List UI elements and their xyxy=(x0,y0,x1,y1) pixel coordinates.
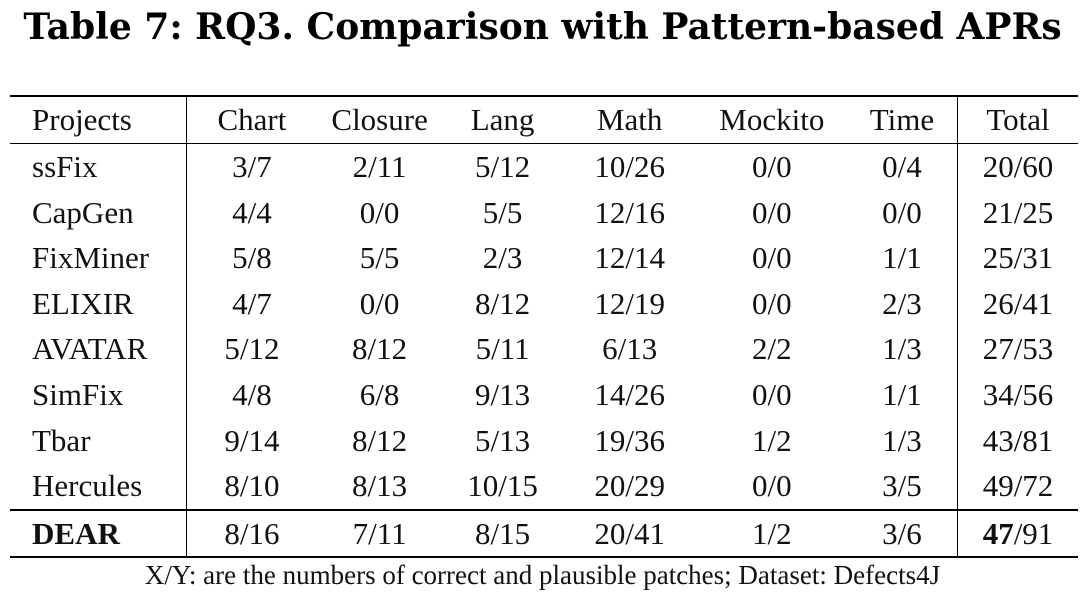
header-math: Math xyxy=(562,95,697,144)
cell-lang: 5/13 xyxy=(475,422,531,458)
cell-time: 2/3 xyxy=(846,280,959,327)
cell-math: 12/16 xyxy=(594,194,665,230)
cell-chart: 4/4 xyxy=(232,194,272,230)
cell-project: CapGen xyxy=(10,189,188,236)
cell-mockito: 0/0 xyxy=(751,194,792,230)
cell-lang: 8/12 xyxy=(475,285,531,321)
cell-total: 49/72 xyxy=(982,468,1054,504)
cell-chart: 4/8 xyxy=(232,376,272,412)
cell-closure: 7/11 xyxy=(316,508,443,559)
cell-total: 26/41 xyxy=(982,285,1054,321)
cell-mockito: 1/2 xyxy=(696,508,847,559)
cell-math: 19/36 xyxy=(594,422,665,458)
cell-total: 27/53 xyxy=(982,331,1054,367)
comparison-table: Projects Chart Closure Lang Math Mockito… xyxy=(10,95,1078,559)
cell-project: AVATAR xyxy=(10,326,188,372)
cell-time: 1/3 xyxy=(846,326,959,372)
cell-lang: 2/3 xyxy=(482,240,523,276)
cell-total: 43/81 xyxy=(982,422,1054,458)
table-row: SimFix 4/8 6/8 9/13 14/26 0/0 1/1 34/56 xyxy=(10,371,1078,418)
table-row: ssFix 3/7 2/11 5/12 10/26 0/0 0/4 20/60 xyxy=(10,143,1078,190)
cell-mockito: 2/2 xyxy=(751,331,792,367)
cell-chart: 3/7 xyxy=(232,149,272,184)
cell-math: 12/19 xyxy=(594,285,665,321)
cell-chart: 8/16 xyxy=(186,508,317,559)
cell-lang: 5/5 xyxy=(482,194,523,230)
table-title: Table 7: RQ3. Comparison with Pattern-ba… xyxy=(23,6,1062,48)
header-row: Projects Chart Closure Lang Math Mockito… xyxy=(10,95,1078,144)
cell-time: 0/4 xyxy=(846,143,959,190)
cell-total-correct: 47 xyxy=(982,515,1014,551)
cell-total: 20/60 xyxy=(982,149,1054,184)
cell-mockito: 0/0 xyxy=(751,149,792,184)
cell-project: FixMiner xyxy=(10,235,188,281)
cell-lang: 5/12 xyxy=(475,149,531,184)
cell-closure: 6/8 xyxy=(359,376,400,412)
header-projects: Projects xyxy=(10,95,188,144)
cell-time: 1/3 xyxy=(846,417,959,464)
cell-closure: 8/12 xyxy=(352,331,408,367)
header-mockito: Mockito xyxy=(696,95,847,144)
cell-time: 3/5 xyxy=(846,463,959,510)
header-total: Total xyxy=(957,95,1078,144)
cell-total: 47/91 xyxy=(957,508,1078,559)
cell-mockito: 1/2 xyxy=(751,422,792,458)
cell-closure: 5/5 xyxy=(359,240,400,276)
cell-project: Hercules xyxy=(10,463,188,510)
table-row: FixMiner 5/8 5/5 2/3 12/14 0/0 1/1 25/31 xyxy=(10,235,1078,281)
cell-chart: 8/10 xyxy=(224,468,280,504)
cell-time: 0/0 xyxy=(846,189,959,236)
cell-chart: 5/8 xyxy=(232,240,272,276)
table-row: Hercules 8/10 8/13 10/15 20/29 0/0 3/5 49/72 xyxy=(10,463,1078,510)
cell-lang: 9/13 xyxy=(475,376,531,412)
cell-total-plausible: /91 xyxy=(1013,515,1054,551)
cell-math: 6/13 xyxy=(602,331,658,367)
header-lang: Lang xyxy=(442,95,563,144)
cell-time: 3/6 xyxy=(846,508,959,559)
cell-math: 20/29 xyxy=(594,468,665,504)
header-time: Time xyxy=(846,95,959,144)
cell-total: 25/31 xyxy=(982,240,1054,276)
cell-chart: 9/14 xyxy=(224,422,280,458)
cell-math: 14/26 xyxy=(594,376,665,412)
cell-closure: 0/0 xyxy=(359,285,400,321)
table-footnote: X/Y: are the numbers of correct and plau… xyxy=(144,560,941,590)
cell-project: SimFix xyxy=(10,371,188,418)
cell-lang: 8/15 xyxy=(442,508,563,559)
cell-closure: 2/11 xyxy=(352,149,407,184)
cell-mockito: 0/0 xyxy=(751,285,792,321)
cell-closure: 0/0 xyxy=(359,194,400,230)
cell-time: 1/1 xyxy=(846,371,959,418)
table-row: CapGen 4/4 0/0 5/5 12/16 0/0 0/0 21/25 xyxy=(10,189,1078,236)
cell-mockito: 0/0 xyxy=(751,468,792,504)
header-closure: Closure xyxy=(316,95,443,144)
cell-lang: 10/15 xyxy=(467,468,538,504)
cell-project: ELIXIR xyxy=(10,280,188,327)
cell-project: Tbar xyxy=(10,417,188,464)
cell-closure: 8/12 xyxy=(352,422,408,458)
cell-chart: 5/12 xyxy=(224,331,280,367)
cell-total: 21/25 xyxy=(982,194,1054,230)
cell-math: 10/26 xyxy=(594,149,665,184)
cell-mockito: 0/0 xyxy=(751,240,792,276)
cell-math: 20/41 xyxy=(562,508,697,559)
header-chart: Chart xyxy=(186,95,317,144)
cell-math: 12/14 xyxy=(594,240,665,276)
table-row-dear: DEAR 8/16 7/11 8/15 20/41 1/2 3/6 47/91 xyxy=(10,508,1078,559)
cell-project: ssFix xyxy=(10,143,188,190)
table-row: Tbar 9/14 8/12 5/13 19/36 1/2 1/3 43/81 xyxy=(10,417,1078,464)
cell-project: DEAR xyxy=(10,508,188,559)
table-body: ssFix 3/7 2/11 5/12 10/26 0/0 0/4 20/60 CapGen 4/… xyxy=(10,143,1078,559)
cell-mockito: 0/0 xyxy=(751,376,792,412)
cell-time: 1/1 xyxy=(846,235,959,281)
cell-lang: 5/11 xyxy=(475,331,530,367)
table-row: AVATAR 5/12 8/12 5/11 6/13 2/2 1/3 27/53 xyxy=(10,326,1078,372)
table-row: ELIXIR 4/7 0/0 8/12 12/19 0/0 2/3 26/41 xyxy=(10,280,1078,327)
cell-total: 34/56 xyxy=(982,376,1054,412)
cell-chart: 4/7 xyxy=(232,285,272,321)
cell-closure: 8/13 xyxy=(352,468,408,504)
